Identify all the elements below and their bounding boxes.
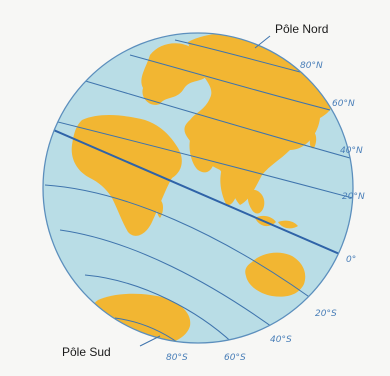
latitude-label-60s: 60°S [224, 353, 246, 363]
indonesia-islands [255, 215, 298, 229]
latitude-label-40n: 40°N [340, 146, 363, 156]
parallel-60n [129, 54, 331, 111]
north-pole-label: Pôle Nord [275, 22, 328, 36]
australia-landmass [245, 252, 306, 297]
equator-line [43, 124, 353, 263]
europe-landmass [141, 43, 211, 105]
africa-landmass [71, 115, 182, 236]
latitude-label-0: 0° [346, 255, 356, 265]
arabia-landmass [189, 140, 214, 173]
globe-outline [42, 32, 354, 344]
south-pole-pointer [139, 335, 161, 347]
japan-landmass [309, 130, 317, 149]
parallel-80n [174, 39, 301, 73]
parallel-20s [44, 184, 331, 313]
parallel-40n [81, 79, 351, 159]
southeast-asia-landmass [247, 189, 265, 214]
parallel-40s [59, 229, 291, 341]
latitude-label-80n: 80°N [300, 61, 323, 71]
latitude-lines [44, 39, 353, 343]
parallel-80s [114, 317, 191, 343]
south-pole-label: Pôle Sud [62, 345, 111, 359]
parallel-20n [49, 119, 353, 201]
latitude-label-20n: 20°N [342, 192, 365, 202]
latitude-label-20s: 20°S [315, 309, 337, 319]
latitude-label-60n: 60°N [332, 99, 355, 109]
latitude-label-80s: 80°S [166, 353, 188, 363]
latitude-label-40s: 40°S [270, 335, 292, 345]
parallel-60s [84, 274, 241, 343]
india-landmass [220, 168, 239, 206]
asia-landmass [184, 33, 336, 205]
north-pole-pointer [254, 35, 271, 49]
